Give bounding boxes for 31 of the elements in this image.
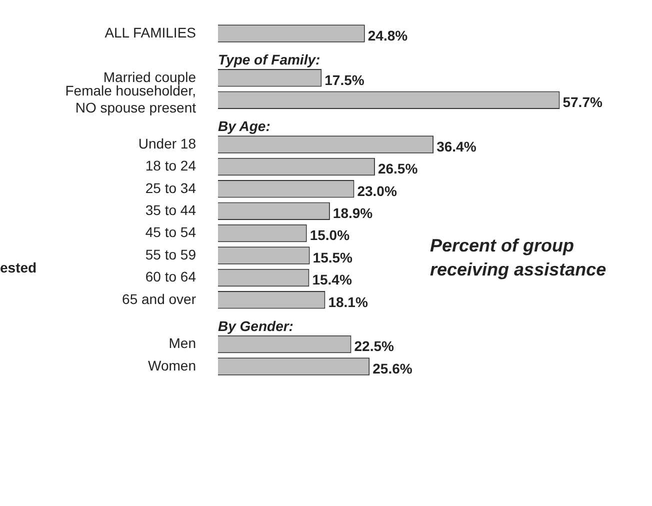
data-label: 15.0% <box>310 227 350 244</box>
y-tick-label: ALL FAMILIES <box>104 24 196 40</box>
data-label: 25.6% <box>372 360 413 376</box>
data-label: 18.1% <box>328 294 368 310</box>
y-tick-label: Under 18 <box>138 135 196 152</box>
y-tick-label: 18 to 24 <box>145 158 196 174</box>
annotation: By Gender: <box>218 318 294 334</box>
y-tick-label: Men <box>168 335 196 352</box>
annotation: Percent of group receiving assistance <box>430 236 606 280</box>
y-tick-label: 65 and over <box>122 290 196 307</box>
y-tick-label: 55 to 59 <box>145 246 196 262</box>
y-tick-label: Women <box>148 357 196 374</box>
y-tick-label: Married couple <box>103 68 196 85</box>
text: ested <box>0 260 37 276</box>
data-label: 57.7% <box>562 94 603 110</box>
y-tick-label: 45 to 54 <box>145 224 196 240</box>
y-tick-label: 35 to 44 <box>145 202 196 218</box>
data-label: 22.5% <box>354 338 395 354</box>
annotation: By Age: <box>218 118 270 134</box>
data-label: 23.0% <box>357 182 398 199</box>
data-label: 15.4% <box>312 272 352 288</box>
data-label: 17.5% <box>324 72 365 88</box>
data-label: 36.4% <box>436 138 477 154</box>
data-label: 15.5% <box>312 249 354 266</box>
data-label: 24.8% <box>368 27 408 44</box>
y-tick-label: Female householder, NO spouse present <box>65 82 196 116</box>
data-label: 26.5% <box>378 160 418 177</box>
y-tick-label: 25 to 34 <box>145 180 196 196</box>
y-tick-label: 60 to 64 <box>145 268 196 285</box>
annotation: Type of Family: <box>218 52 320 68</box>
data-label: 18.9% <box>332 204 374 221</box>
